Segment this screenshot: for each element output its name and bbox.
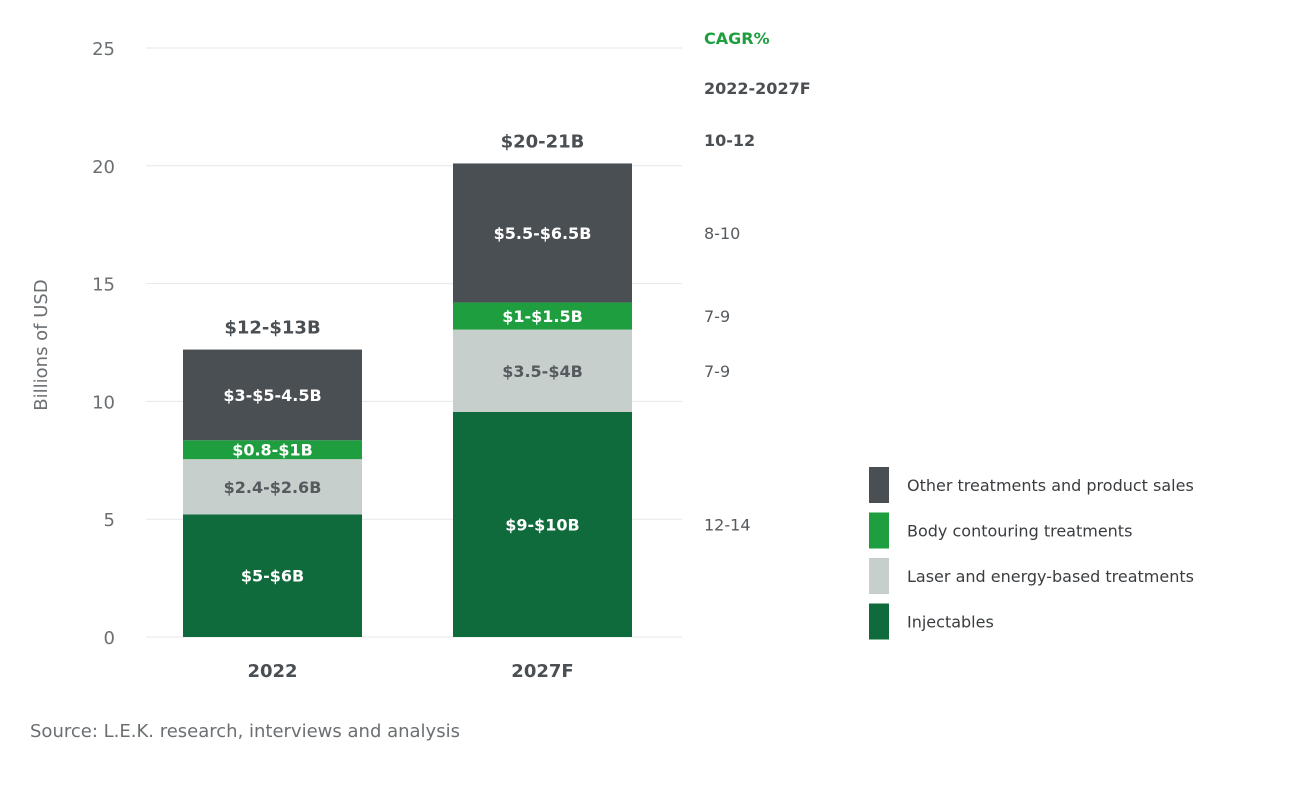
cagr-value: 12-14 [704,516,751,535]
source-note: Source: L.E.K. research, interviews and … [30,721,460,742]
bar-segment [183,459,362,515]
legend-swatch [869,603,889,640]
y-tick-label: 5 [104,510,115,531]
cagr-value: 8-10 [704,224,740,243]
segment-label: $3.5-$4B [502,362,583,381]
y-axis-label: Billions of USD [31,279,52,410]
segment-label: $3-$5-4.5B [223,386,321,405]
legend-label: Injectables [907,613,994,632]
cagr-header: CAGR% [704,29,770,48]
legend-label: Other treatments and product sales [907,476,1194,495]
total-label: $12-$13B [224,318,320,339]
bar-segment [453,412,632,637]
y-tick-label: 20 [92,157,115,178]
cagr-period: 2022-2027F [704,79,811,98]
segment-label: $5.5-$6.5B [494,224,592,243]
segment-label: $5-$6B [241,567,304,586]
legend-label: Laser and energy-based treatments [907,567,1194,586]
segment-label: $2.4-$2.6B [224,478,322,497]
cagr-value: 7-9 [704,307,730,326]
total-label: $20-21B [501,131,585,152]
segment-label: $9-$10B [505,516,580,535]
y-tick-label: 15 [92,275,115,296]
y-tick-label: 10 [92,392,115,413]
bar-segment [453,302,632,330]
x-tick-label: 2027F [511,661,573,682]
bar-segment [453,329,632,413]
legend-swatch [869,467,889,503]
bar-segment [453,163,632,303]
segment-label: $1-$1.5B [502,307,583,326]
y-tick-label: 25 [92,39,115,60]
legend-swatch [869,558,889,594]
legend-swatch [869,512,889,549]
x-tick-label: 2022 [247,661,297,682]
cagr-total: 10-12 [704,131,755,150]
cagr-value: 7-9 [704,362,730,381]
segment-label: $0.8-$1B [232,441,313,460]
bar-segment [183,349,362,441]
legend-label: Body contouring treatments [907,522,1132,541]
bar-segment [183,514,362,637]
bar-segment [183,440,362,460]
y-tick-label: 0 [104,628,115,649]
